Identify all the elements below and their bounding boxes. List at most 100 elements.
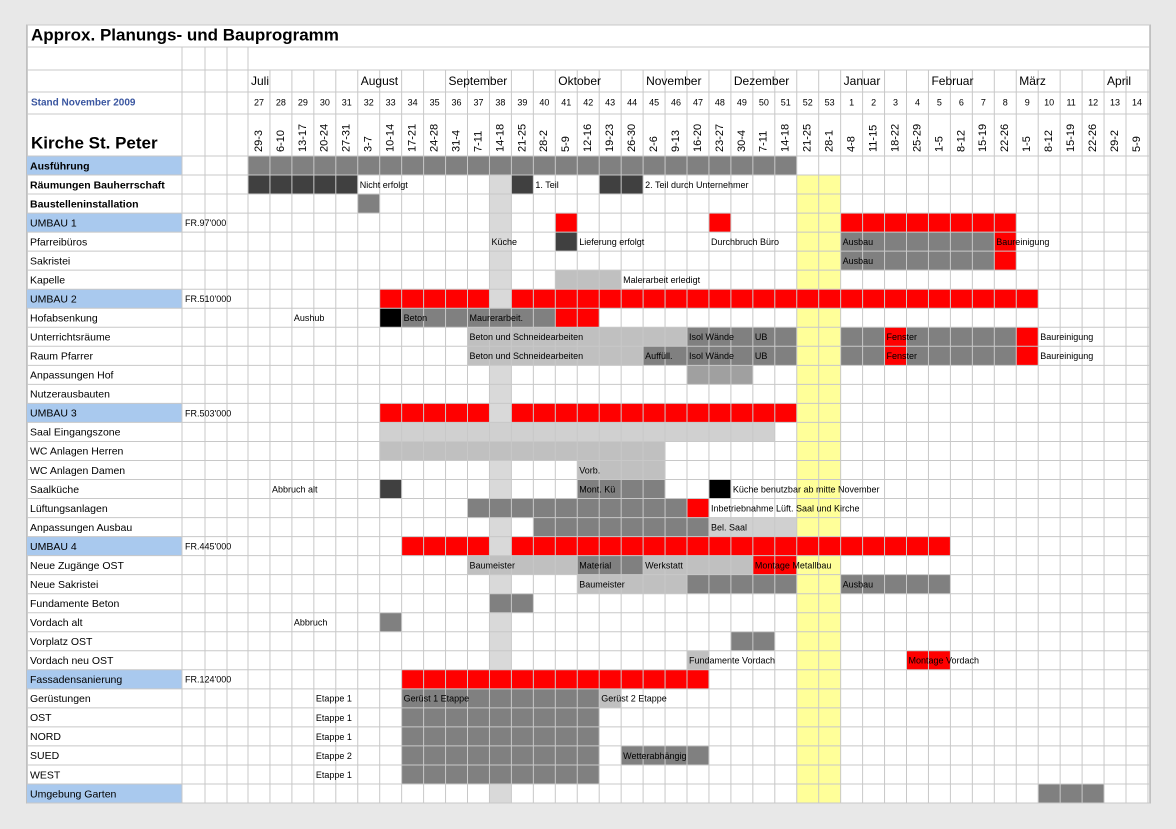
week-number: 2 [871, 97, 876, 107]
row-label: OST [30, 712, 52, 724]
week-number: 28 [276, 97, 286, 107]
week-number: 52 [803, 97, 813, 107]
bar [577, 574, 687, 594]
date-range: 5-9 [560, 136, 572, 152]
month-label: Juli [251, 74, 269, 88]
label-cell [27, 669, 182, 689]
label-cell [27, 289, 182, 309]
cell-note: Wetterabhängig [623, 751, 686, 761]
row-label: Unterrichtsräume [30, 332, 111, 344]
row-label: Räumungen Bauherrschaft [30, 179, 165, 191]
amount: FR.124'000 [185, 675, 231, 685]
cell-note: Nicht erfolgt [360, 180, 409, 190]
cell-note: Durchbruch Büro [711, 237, 779, 247]
week-number: 41 [561, 97, 571, 107]
amount: FR.503'000 [185, 408, 231, 418]
date-range: 29-2 [1109, 130, 1121, 152]
cell-note: Werkstatt [645, 561, 683, 571]
date-range: 5-9 [1131, 136, 1143, 152]
bar [248, 156, 797, 176]
bar [357, 194, 380, 214]
week-number: 33 [386, 97, 396, 107]
cell-note: Inbetriebnahme Lüft. Saal und Kirche [711, 503, 860, 513]
row-label: UMBAU 2 [30, 294, 77, 306]
row-label: Fassadensanierung [30, 674, 122, 686]
bar [687, 574, 797, 594]
date-range: 4-8 [846, 136, 858, 152]
date-range: 21-25 [802, 124, 814, 152]
month-label: November [646, 74, 701, 88]
month-label: September [449, 74, 508, 88]
week-number: 42 [583, 97, 593, 107]
week-number: 51 [781, 97, 791, 107]
row-label: Pfarreibüros [30, 236, 87, 248]
bar [401, 688, 600, 708]
cell-note: Beton und Schneidearbeiten [470, 332, 584, 342]
date-range: 7-11 [758, 131, 770, 152]
date-range: 20-24 [319, 124, 331, 152]
month-label: Dezember [734, 74, 789, 88]
bar [577, 555, 644, 575]
row-label: UMBAU 1 [30, 217, 77, 229]
date-range: 6-10 [275, 130, 287, 152]
date-range: 18-22 [889, 124, 901, 152]
row-label: Baustelleninstallation [30, 198, 139, 210]
cell-note: Küche benutzbar ab mitte November [733, 484, 880, 494]
cell-note: Vorb. [579, 465, 600, 475]
bar [467, 555, 578, 575]
week-number: 49 [737, 97, 747, 107]
bar [840, 574, 951, 594]
bar [511, 403, 797, 423]
bar [555, 213, 578, 233]
cell-note: Abbruch [294, 618, 328, 628]
date-range: 16-20 [692, 124, 704, 152]
bar [687, 327, 797, 347]
bar [401, 745, 600, 765]
week-number: 36 [452, 97, 462, 107]
bar [511, 175, 534, 195]
bar [687, 365, 753, 385]
date-range: 3-7 [363, 136, 375, 152]
week-number: 35 [430, 97, 440, 107]
bar [687, 650, 709, 670]
bar [643, 346, 797, 366]
date-range: 2-6 [648, 136, 660, 152]
week-number: 40 [539, 97, 549, 107]
cell-note: Malerarbeit erledigt [623, 275, 701, 285]
date-range: 19-23 [604, 124, 616, 152]
cell-note: Baureinigung [1040, 332, 1093, 342]
week-number: 50 [759, 97, 769, 107]
week-number: 44 [627, 97, 637, 107]
week-number: 13 [1110, 97, 1120, 107]
label-cell [27, 156, 182, 176]
date-range: 22-26 [999, 124, 1011, 152]
bar [599, 688, 622, 708]
bar [840, 232, 995, 252]
date-range: 30-4 [736, 130, 748, 152]
bar [708, 479, 731, 499]
date-range: 15-19 [1065, 124, 1077, 152]
week-number: 7 [981, 97, 986, 107]
row-label: Kapelle [30, 274, 65, 286]
row-label: Umgebung Garten [30, 788, 117, 800]
bar [687, 498, 709, 518]
week-number: 3 [893, 97, 898, 107]
week-number: 47 [693, 97, 703, 107]
week-number: 32 [364, 97, 374, 107]
row-label: Anpassungen Hof [30, 370, 114, 382]
label-cell [27, 783, 182, 804]
cell-note: Gerüst 2 Etappe [601, 694, 667, 704]
cell-note: Bel. Saal [711, 522, 747, 532]
week-number: 4 [915, 97, 920, 107]
row-label: SUED [30, 750, 60, 762]
row-label: WC Anlagen Herren [30, 446, 124, 458]
cell-note: Fenster [887, 351, 918, 361]
date-range: 9-13 [670, 130, 682, 152]
week-number: 8 [1003, 97, 1008, 107]
row-label: Fundamente Beton [30, 598, 119, 610]
row-label: Vordach alt [30, 617, 83, 629]
row-label: Anpassungen Ausbau [30, 522, 132, 534]
bar [643, 555, 753, 575]
cell-note: Montage Vordach [909, 656, 980, 666]
date-range: 1-5 [933, 136, 945, 152]
